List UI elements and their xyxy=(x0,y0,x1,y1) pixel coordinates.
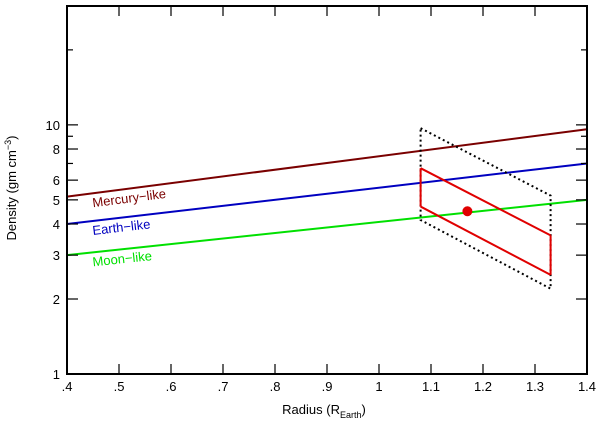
series-label: Moon−like xyxy=(92,248,153,269)
x-tick-label: .6 xyxy=(166,379,177,394)
x-tick-label: .7 xyxy=(218,379,229,394)
y-tick-label: 6 xyxy=(53,173,60,188)
constraint-line xyxy=(420,167,552,237)
plot-area: Mercury−like Earth−like Moon−like xyxy=(66,126,588,291)
y-tick-label: 5 xyxy=(53,193,60,208)
y-tick-label: 10 xyxy=(46,118,60,133)
x-tick-label: .8 xyxy=(270,379,281,394)
series-label: Mercury−like xyxy=(91,186,166,210)
y-axis-title: Density (gm cm−3) xyxy=(3,136,19,241)
y-tick-label: 8 xyxy=(53,142,60,157)
series-label: Earth−like xyxy=(92,216,152,238)
axes: .4 .5 .6 .7 .8 .9 1 1.1 1.2 1.3 1.4 1 2 3 4 5 6 8 10 xyxy=(46,5,596,394)
y-axis-title-close: ) xyxy=(4,136,19,140)
y-tick-label: 1 xyxy=(53,367,60,382)
x-axis-title: Radius (REarth) xyxy=(282,402,366,420)
x-axis-title-main: Radius (R xyxy=(282,402,340,417)
x-tick-label: .9 xyxy=(322,379,333,394)
y-tick-label: 4 xyxy=(53,217,60,232)
x-tick-label: 1.1 xyxy=(422,379,440,394)
y-axis-title-sup: −3 xyxy=(3,140,13,150)
x-tick-label: 1.3 xyxy=(526,379,544,394)
x-axis-title-close: ) xyxy=(361,402,365,417)
series-line xyxy=(66,128,588,198)
x-tick-label: 1.4 xyxy=(578,379,596,394)
y-axis-title-main: Density (gm cm xyxy=(4,150,19,240)
series-line xyxy=(66,162,588,226)
y-tick-label: 2 xyxy=(53,292,60,307)
x-tick-label: .5 xyxy=(114,379,125,394)
axis-labels: Radius (REarth) Density (gm cm−3) xyxy=(3,136,366,420)
x-tick-label: 1 xyxy=(375,379,382,394)
x-tick-label: 1.2 xyxy=(474,379,492,394)
data-point xyxy=(462,206,473,217)
x-axis-title-sub: Earth xyxy=(340,410,362,420)
y-tick-label: 3 xyxy=(53,248,60,263)
x-tick-label: .4 xyxy=(62,379,73,394)
constraint-line xyxy=(420,205,552,276)
